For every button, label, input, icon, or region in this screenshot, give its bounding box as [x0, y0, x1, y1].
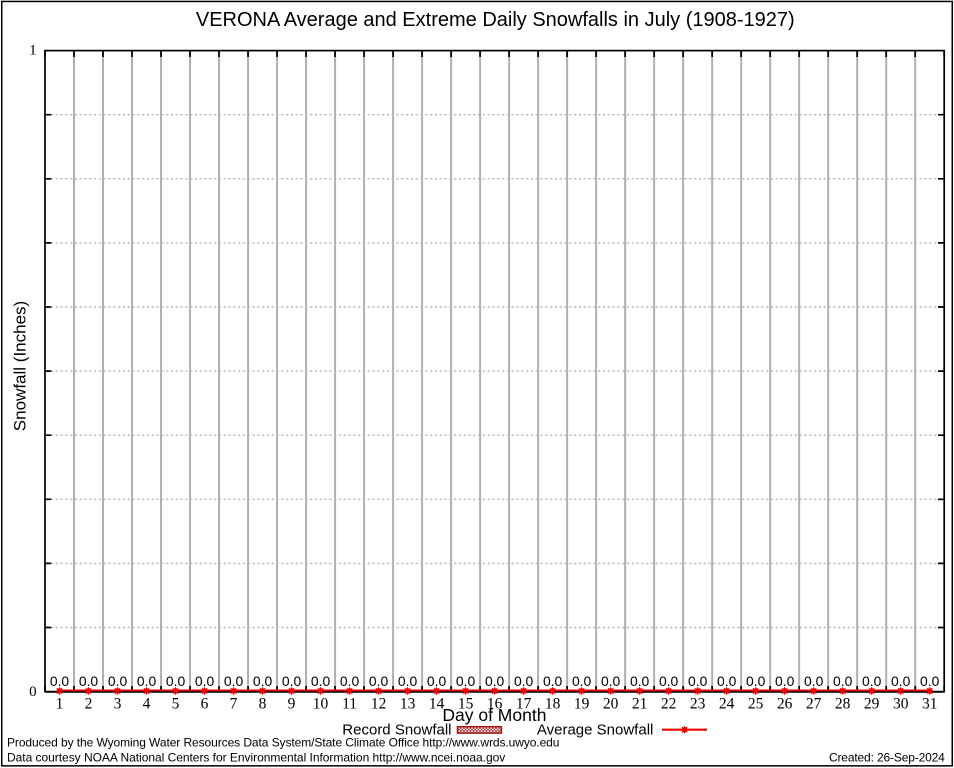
svg-text:0.0: 0.0: [195, 673, 215, 689]
svg-text:11: 11: [342, 695, 357, 712]
svg-text:0.0: 0.0: [514, 673, 534, 689]
svg-text:Average Snowfall: Average Snowfall: [537, 722, 653, 739]
svg-text:19: 19: [574, 695, 590, 712]
svg-text:0.0: 0.0: [369, 673, 389, 689]
svg-text:Data courtesy NOAA National Ce: Data courtesy NOAA National Centers for …: [7, 750, 505, 764]
svg-text:Record Snowfall: Record Snowfall: [342, 722, 451, 739]
svg-text:29: 29: [864, 695, 880, 712]
svg-text:0.0: 0.0: [862, 673, 882, 689]
svg-text:3: 3: [114, 695, 122, 712]
svg-text:0.0: 0.0: [340, 673, 360, 689]
svg-text:Day of Month: Day of Month: [442, 705, 546, 725]
svg-text:0.0: 0.0: [804, 673, 824, 689]
svg-text:0.0: 0.0: [746, 673, 766, 689]
svg-text:0.0: 0.0: [717, 673, 737, 689]
svg-text:22: 22: [661, 695, 677, 712]
svg-text:30: 30: [893, 695, 909, 712]
svg-text:20: 20: [603, 695, 619, 712]
svg-text:13: 13: [400, 695, 416, 712]
svg-text:0.0: 0.0: [688, 673, 708, 689]
svg-text:24: 24: [719, 695, 735, 712]
svg-text:27: 27: [806, 695, 822, 712]
svg-text:0.0: 0.0: [543, 673, 563, 689]
svg-text:0.0: 0.0: [775, 673, 795, 689]
svg-text:31: 31: [922, 695, 938, 712]
svg-text:8: 8: [259, 695, 267, 712]
svg-text:26: 26: [777, 695, 793, 712]
svg-text:0.0: 0.0: [137, 673, 157, 689]
svg-text:0.0: 0.0: [630, 673, 650, 689]
svg-text:6: 6: [201, 695, 209, 712]
svg-text:0.0: 0.0: [456, 673, 476, 689]
svg-text:0.0: 0.0: [166, 673, 186, 689]
svg-text:15: 15: [458, 695, 474, 712]
svg-text:0.0: 0.0: [572, 673, 592, 689]
svg-text:0.0: 0.0: [833, 673, 853, 689]
svg-text:0.0: 0.0: [50, 673, 70, 689]
svg-text:0.0: 0.0: [920, 673, 940, 689]
svg-text:0.0: 0.0: [601, 673, 621, 689]
svg-text:2: 2: [85, 695, 93, 712]
svg-text:0.0: 0.0: [427, 673, 447, 689]
svg-text:Created: 26-Sep-2024: Created: 26-Sep-2024: [829, 750, 945, 764]
svg-text:0.0: 0.0: [659, 673, 679, 689]
svg-text:Produced by the Wyoming Water: Produced by the Wyoming Water Resources …: [7, 736, 559, 750]
svg-text:7: 7: [230, 695, 238, 712]
svg-text:0.0: 0.0: [108, 673, 128, 689]
svg-text:25: 25: [748, 695, 764, 712]
svg-text:23: 23: [690, 695, 706, 712]
svg-text:Snowfall (Inches): Snowfall (Inches): [11, 301, 30, 431]
svg-text:5: 5: [172, 695, 180, 712]
svg-text:0.0: 0.0: [282, 673, 302, 689]
svg-text:16: 16: [487, 695, 503, 712]
svg-text:18: 18: [545, 695, 561, 712]
svg-text:4: 4: [143, 695, 151, 712]
svg-text:0: 0: [29, 684, 37, 700]
svg-text:0.0: 0.0: [224, 673, 244, 689]
svg-text:1: 1: [29, 43, 37, 59]
svg-text:14: 14: [429, 695, 445, 712]
svg-text:17: 17: [516, 695, 532, 712]
svg-text:0.0: 0.0: [485, 673, 505, 689]
svg-text:12: 12: [371, 695, 387, 712]
svg-text:9: 9: [288, 695, 296, 712]
svg-text:28: 28: [835, 695, 851, 712]
svg-text:VERONA Average and Extreme Dai: VERONA Average and Extreme Daily Snowfal…: [196, 9, 795, 31]
svg-text:0.0: 0.0: [311, 673, 331, 689]
svg-text:0.0: 0.0: [891, 673, 911, 689]
svg-text:1: 1: [56, 695, 64, 712]
svg-text:10: 10: [313, 695, 329, 712]
svg-text:0.0: 0.0: [253, 673, 273, 689]
svg-text:21: 21: [632, 695, 648, 712]
svg-text:0.0: 0.0: [398, 673, 418, 689]
svg-text:0.0: 0.0: [79, 673, 99, 689]
